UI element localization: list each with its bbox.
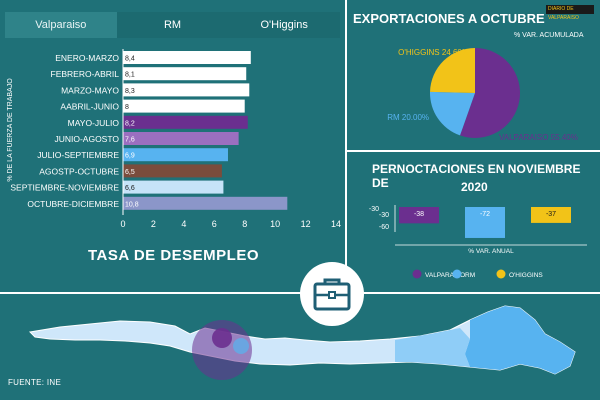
overnight-y-tick: -60 xyxy=(379,224,389,231)
unemployment-value-label: 6,9 xyxy=(125,153,135,160)
unemployment-value-label: 8,2 xyxy=(125,120,135,127)
overnight-title-line2: 2020 xyxy=(461,180,488,194)
unemployment-bar xyxy=(123,132,239,145)
overnight-value-label: -72 xyxy=(480,211,490,218)
unemployment-bar xyxy=(123,99,245,113)
unemployment-value-label: 8 xyxy=(125,104,129,111)
region-tabs: Valparaiso RM O'Higgins xyxy=(5,12,341,38)
unemployment-category-label: MARZO-MAYO xyxy=(61,85,119,95)
pie-slice xyxy=(460,48,520,138)
source-note: FUENTE: INE xyxy=(8,378,62,387)
unemployment-bar xyxy=(123,148,228,162)
exports-title: EXPORTACIONES A OCTUBRE xyxy=(353,11,545,26)
unemployment-value-label: 6,5 xyxy=(125,169,135,176)
unemployment-bar xyxy=(123,67,247,81)
brand-logo: DIARIO DE VALPARAISO xyxy=(546,5,594,21)
overnight-value-label: -38 xyxy=(414,211,424,218)
unemployment-category-label: FEBRERO-ABRIL xyxy=(51,69,120,79)
unemployment-bar xyxy=(123,196,288,210)
unemployment-y-axis-label: % DE LA FUERZA DE TRABAJO xyxy=(7,78,14,182)
valparaiso-highlight-inner xyxy=(212,328,232,348)
unemployment-x-tick: 4 xyxy=(181,219,186,229)
unemployment-value-label: 6,6 xyxy=(125,185,135,192)
unemployment-category-label: AABRIL-JUNIO xyxy=(60,102,119,112)
rm-marker xyxy=(233,338,249,354)
legend-swatch xyxy=(452,269,462,279)
overnight-y-tick: -30 xyxy=(379,212,389,219)
pie-slice xyxy=(430,48,475,93)
overnight-title-line1: PERNOCTACIONES EN NOVIEMBRE DE xyxy=(372,162,581,190)
unemployment-category-label: JUNIO-AGOSTO xyxy=(54,134,119,144)
unemployment-value-label: 8,4 xyxy=(125,56,135,63)
unemployment-bar xyxy=(123,164,222,178)
unemployment-x-tick: 8 xyxy=(242,219,247,229)
legend-label: RM xyxy=(465,272,475,279)
tab-valparaiso[interactable]: Valparaiso xyxy=(5,12,117,38)
unemployment-category-label: OCTUBRE-DICIEMBRE xyxy=(27,199,119,209)
valparaiso-highlight-outer xyxy=(192,320,252,380)
unemployment-category-label: ENERO-MARZO xyxy=(55,53,119,63)
overnight-bar-chart: -38 -72 -37 -30 -60 -30 % VAR. ANUAL VALPARAÍSO… xyxy=(369,205,587,279)
unemployment-x-tick: 10 xyxy=(270,219,280,229)
unemployment-x-tick: 14 xyxy=(331,219,341,229)
overnight-x-axis-label: % VAR. ANUAL xyxy=(468,248,514,255)
unemployment-value-label: 8,3 xyxy=(125,88,135,95)
unemployment-value-label: 8,1 xyxy=(125,72,135,79)
vertical-divider xyxy=(345,0,347,292)
briefcase-icon xyxy=(300,262,364,326)
exports-subtitle: % VAR. ACUMULADA xyxy=(514,32,584,39)
unemployment-value-label: 10,8 xyxy=(125,201,139,208)
unemployment-category-label: MAYO-JULIO xyxy=(68,118,120,128)
unemployment-category-label: AGOSTP-OCTUBRE xyxy=(39,166,119,176)
overnight-bar xyxy=(399,207,439,224)
unemployment-category-label: SEPTIEMBRE-NOVIEMBRE xyxy=(10,183,119,193)
unemployment-x-tick: 12 xyxy=(301,219,311,229)
overnight-bar xyxy=(531,207,571,223)
unemployment-value-label: 7,6 xyxy=(125,137,135,144)
unemployment-bar xyxy=(123,115,248,129)
pie-label: O'HIGGINS 24.60% xyxy=(398,48,469,57)
legend-label: O'HIGGINS xyxy=(509,272,543,279)
overnight-bar xyxy=(465,207,505,238)
unemployment-x-tick: 2 xyxy=(151,219,156,229)
unemployment-chart: % DE LA FUERZA DE TRABAJO ENERO-MARZO 8,4 F… xyxy=(7,49,341,229)
chile-map xyxy=(28,305,576,380)
unemployment-bar xyxy=(123,83,250,97)
unemployment-category-label: JULIO-SEPTIEMBRE xyxy=(37,150,119,160)
unemployment-x-tick: 0 xyxy=(120,219,125,229)
overnight-value-label: -37 xyxy=(546,211,556,218)
unemployment-bar xyxy=(123,180,224,194)
legend-label: VALPARAÍSO xyxy=(425,270,465,279)
tab-ohiggins[interactable]: O'Higgins xyxy=(228,12,341,38)
legend-swatch xyxy=(496,269,506,279)
pie-label: RM 20.00% xyxy=(387,113,429,122)
pie-slice xyxy=(430,91,475,136)
overnight-y-tick: -30 xyxy=(369,206,379,213)
unemployment-title: TASA DE DESEMPLEO xyxy=(88,247,260,264)
unemployment-bar xyxy=(123,51,251,64)
legend-swatch xyxy=(412,269,422,279)
tab-rm[interactable]: RM xyxy=(116,12,229,38)
unemployment-x-tick: 6 xyxy=(212,219,217,229)
pie-label: VALPARAISO 55.40% xyxy=(499,133,578,142)
exports-pie-chart: VALPARAISO 55.40% RM 20.00% O'HIGGINS 24.6… xyxy=(387,48,578,142)
right-divider xyxy=(347,150,600,152)
